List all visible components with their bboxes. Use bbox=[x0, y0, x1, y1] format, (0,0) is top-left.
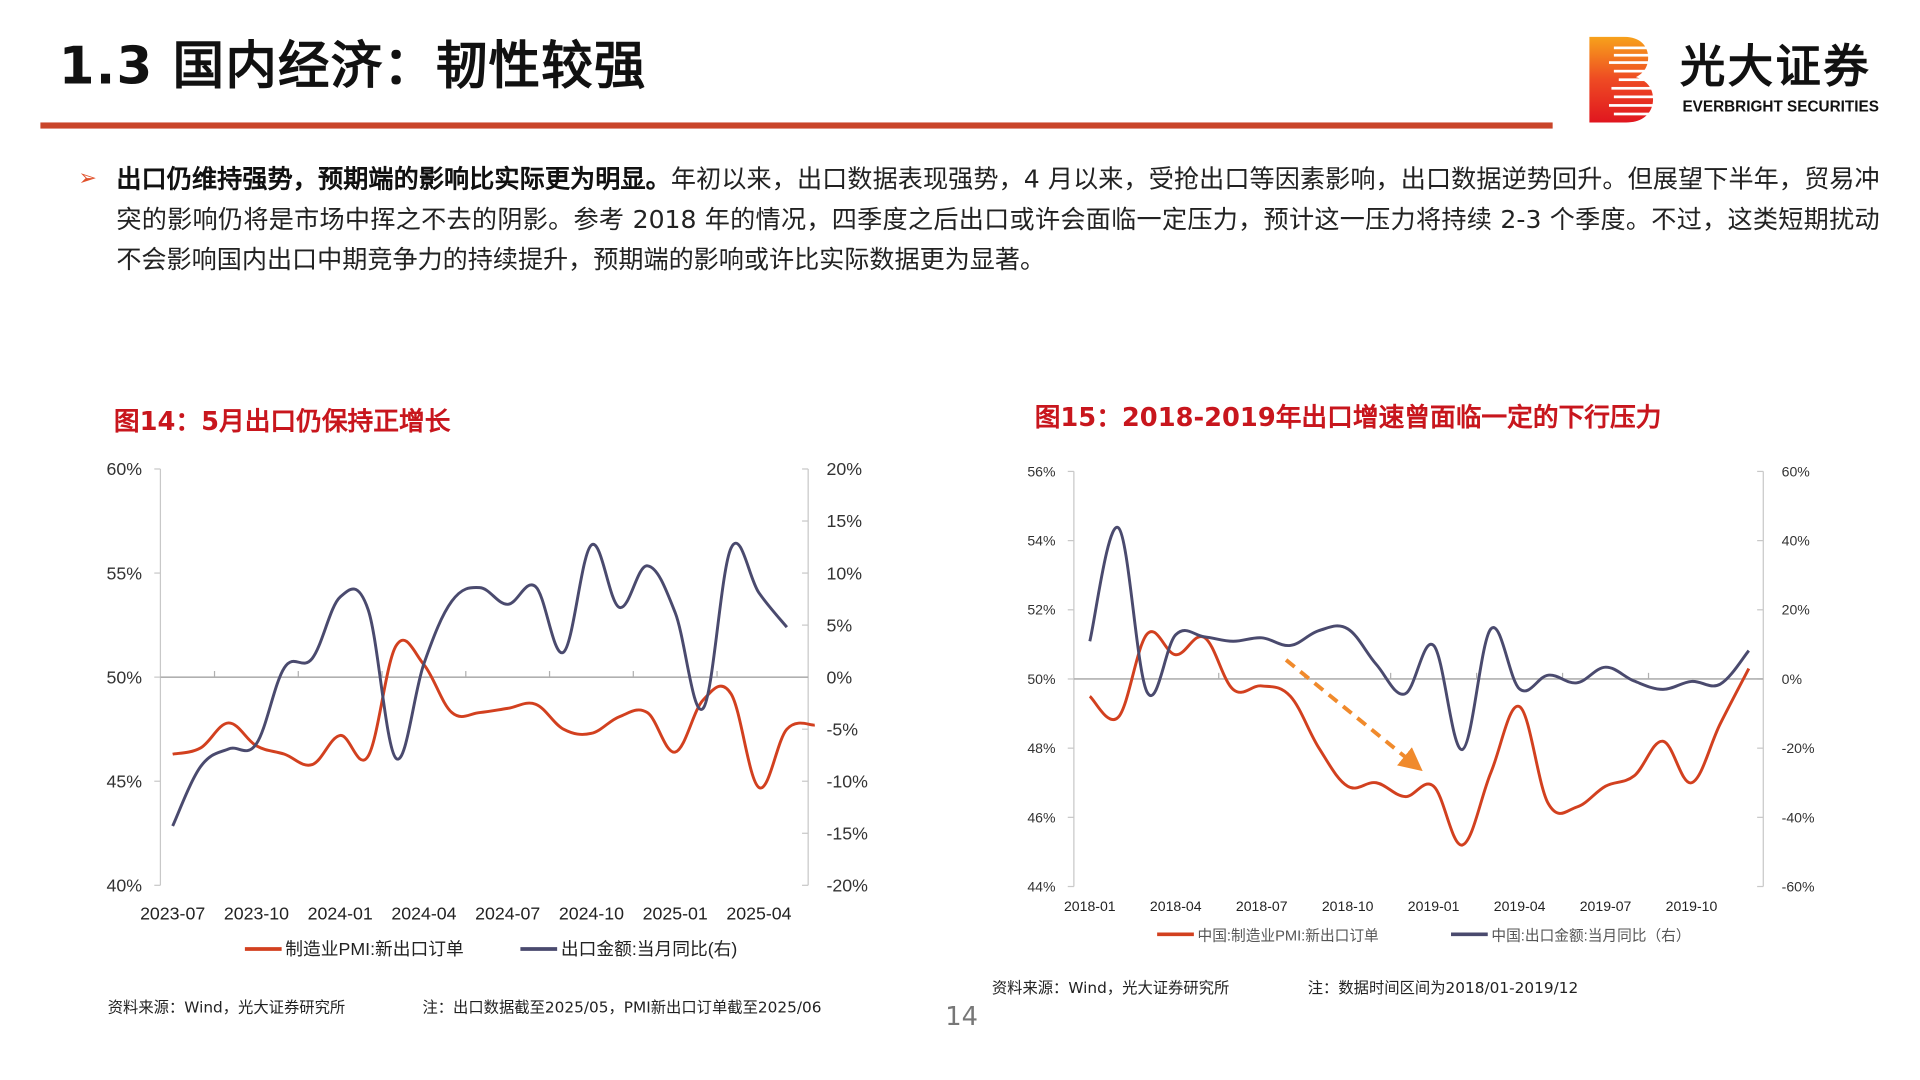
x-tick-label: 2018-01 bbox=[1064, 898, 1116, 914]
x-tick-label: 2023-07 bbox=[140, 904, 205, 924]
legend-label: 制造业PMI:新出口订单 bbox=[285, 939, 464, 959]
legend-label: 中国:制造业PMI:新出口订单 bbox=[1198, 927, 1379, 944]
brand-name-cn: 光大证券 bbox=[1680, 40, 1872, 94]
left-tick-label: 44% bbox=[1027, 878, 1056, 894]
series-line-1 bbox=[171, 541, 788, 827]
right-tick-label: 5% bbox=[827, 615, 853, 635]
lead-sentence: 出口仍维持强势，预期端的影响比实际更为明显。 bbox=[116, 164, 671, 194]
left-tick-label: 60% bbox=[107, 459, 143, 479]
x-tick-label: 2019-07 bbox=[1580, 898, 1632, 914]
page-number: 14 bbox=[945, 1001, 979, 1032]
figure-14-title: 图14：5月出口仍保持正增长 bbox=[113, 406, 451, 436]
title-divider bbox=[40, 122, 1553, 129]
x-tick-label: 2025-01 bbox=[643, 904, 708, 924]
figure-14-source: 资料来源：Wind，光大证券研究所 bbox=[107, 997, 346, 1017]
legend-label: 出口金额:当月同比(右) bbox=[561, 939, 738, 959]
left-tick-label: 48% bbox=[1027, 740, 1056, 756]
x-tick-label: 2023-10 bbox=[224, 904, 289, 924]
right-tick-label: 40% bbox=[1782, 533, 1811, 549]
right-tick-label: 0% bbox=[1782, 671, 1803, 687]
series-line-0 bbox=[172, 638, 815, 789]
left-tick-label: 54% bbox=[1027, 533, 1056, 549]
right-tick-label: -20% bbox=[1782, 740, 1815, 756]
body-text: 年初以来，出口数据表现强势，4 月以来，受抢出口等因素影响，出口数据逆势回升。但… bbox=[116, 164, 1880, 275]
right-tick-label: -10% bbox=[827, 771, 869, 791]
right-tick-label: -15% bbox=[827, 823, 869, 843]
x-tick-label: 2019-01 bbox=[1408, 898, 1460, 914]
series-line-1 bbox=[1088, 526, 1750, 752]
right-tick-label: 20% bbox=[1782, 602, 1811, 618]
figure-15-note: 注：数据时间区间为2018/01-2019/12 bbox=[1307, 978, 1579, 997]
left-tick-label: 40% bbox=[107, 876, 143, 896]
right-tick-label: 20% bbox=[827, 459, 863, 479]
x-tick-label: 2019-04 bbox=[1494, 898, 1546, 914]
x-tick-label: 2024-10 bbox=[559, 904, 624, 924]
right-tick-label: -60% bbox=[1782, 878, 1815, 894]
left-tick-label: 46% bbox=[1027, 809, 1056, 825]
left-tick-label: 45% bbox=[107, 771, 143, 791]
right-tick-label: -20% bbox=[827, 876, 869, 896]
x-tick-label: 2024-01 bbox=[308, 904, 373, 924]
left-tick-label: 52% bbox=[1027, 602, 1056, 618]
x-tick-label: 2024-07 bbox=[475, 904, 540, 924]
downtrend-arrow-icon bbox=[1284, 658, 1423, 772]
body-paragraph: 出口仍维持强势，预期端的影响比实际更为明显。年初以来，出口数据表现强势，4 月以… bbox=[116, 159, 1879, 280]
brand-name-en: EVERBRIGHT SECURITIES bbox=[1682, 97, 1879, 116]
left-tick-label: 50% bbox=[1027, 671, 1056, 687]
x-tick-label: 2019-10 bbox=[1666, 898, 1718, 914]
left-tick-label: 56% bbox=[1027, 463, 1056, 479]
right-tick-label: 10% bbox=[827, 563, 863, 583]
x-tick-label: 2018-07 bbox=[1236, 898, 1288, 914]
figure-15-title: 图15：2018-2019年出口增速曾面临一定的下行压力 bbox=[1034, 402, 1662, 433]
x-tick-label: 2025-04 bbox=[726, 904, 791, 924]
figure-15-source: 资料来源：Wind，光大证券研究所 bbox=[991, 978, 1230, 997]
right-tick-label: -40% bbox=[1782, 809, 1815, 825]
right-tick-label: 60% bbox=[1782, 463, 1811, 479]
x-tick-label: 2018-04 bbox=[1150, 898, 1202, 914]
left-tick-label: 50% bbox=[107, 667, 143, 687]
right-tick-label: 15% bbox=[827, 511, 863, 531]
right-tick-label: 0% bbox=[827, 667, 853, 687]
page-title: 1.3 国内经济：韧性较强 bbox=[58, 35, 647, 96]
right-tick-label: -5% bbox=[827, 719, 859, 739]
left-tick-label: 55% bbox=[107, 563, 143, 583]
x-tick-label: 2018-10 bbox=[1322, 898, 1374, 914]
x-tick-label: 2024-04 bbox=[391, 904, 456, 924]
everbright-logo-icon bbox=[1589, 36, 1656, 123]
arrow-bullet-icon: ➢ bbox=[78, 165, 97, 192]
figure-14-note: 注：出口数据截至2025/05，PMI新出口订单截至2025/06 bbox=[422, 997, 822, 1017]
legend-label: 中国:出口金额:当月同比（右） bbox=[1491, 927, 1690, 944]
